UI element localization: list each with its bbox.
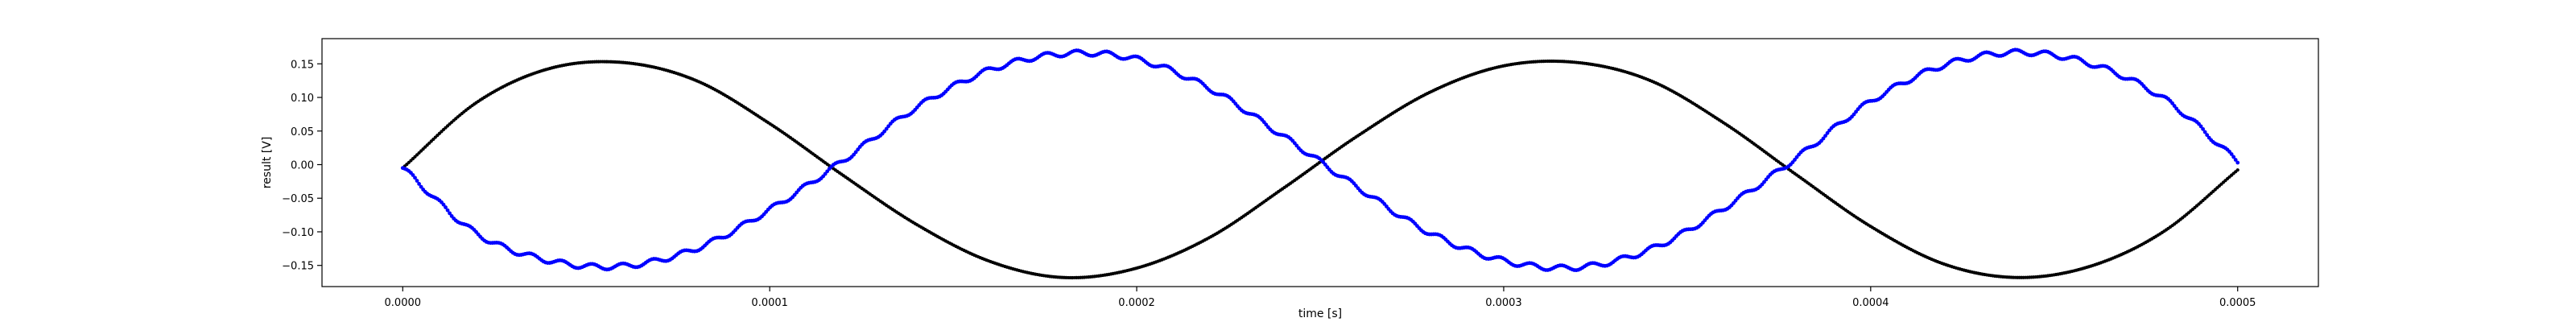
y-tick-label: −0.10 — [282, 227, 314, 239]
data-point — [1821, 136, 1826, 141]
y-tick-label: −0.05 — [282, 193, 314, 205]
data-point — [445, 208, 450, 213]
data-point — [853, 150, 858, 155]
data-point — [2233, 158, 2238, 162]
data-point — [2235, 160, 2240, 165]
x-tick-label: 0.0003 — [1485, 297, 1522, 309]
data-point — [2229, 152, 2234, 156]
x-tick-label: 0.0000 — [385, 297, 422, 309]
series-1 — [401, 59, 2240, 280]
data-point — [419, 184, 423, 189]
axes-frame — [321, 38, 2319, 287]
y-tick-label: 0.00 — [291, 160, 314, 172]
x-tick-label: 0.0001 — [751, 297, 788, 309]
data-point — [413, 175, 417, 180]
data-point — [415, 179, 419, 183]
y-axis: −0.15 −0.10 −0.05 0.00 0.05 0.10 0.15 — [282, 59, 322, 273]
data-point — [2235, 168, 2240, 172]
data-point — [2172, 104, 2177, 108]
y-tick-label: 0.15 — [291, 59, 314, 71]
data-point — [884, 126, 889, 131]
data-point — [2205, 133, 2210, 138]
y-tick-label: −0.15 — [282, 261, 314, 273]
series-2 — [400, 47, 2240, 273]
data-point — [444, 205, 448, 209]
data-point — [2198, 124, 2203, 129]
x-axis-label: time [s] — [1298, 308, 1342, 320]
x-tick-label: 0.0002 — [1118, 297, 1155, 309]
y-tick-label: 0.05 — [291, 126, 314, 138]
data-point — [2201, 126, 2206, 131]
x-tick-label: 0.0004 — [1852, 297, 1889, 309]
data-point — [1854, 109, 1858, 114]
x-axis: 0.0000 0.0001 0.0002 0.0003 0.0004 0.0005 — [385, 287, 2256, 309]
data-point — [1762, 180, 1766, 184]
data-point — [1793, 158, 1797, 162]
data-point — [411, 173, 415, 177]
data-point — [1823, 134, 1827, 138]
x-tick-label: 0.0005 — [2219, 297, 2256, 309]
y-axis-label: result [V] — [261, 137, 274, 189]
data-point — [1825, 130, 1830, 135]
data-point — [441, 202, 446, 207]
data-point — [417, 182, 421, 186]
data-point — [2231, 155, 2236, 159]
data-point — [2202, 130, 2207, 134]
series-layer — [400, 47, 2240, 280]
data-point — [2170, 101, 2174, 105]
data-point — [448, 211, 452, 216]
y-tick-label: 0.10 — [291, 93, 314, 105]
